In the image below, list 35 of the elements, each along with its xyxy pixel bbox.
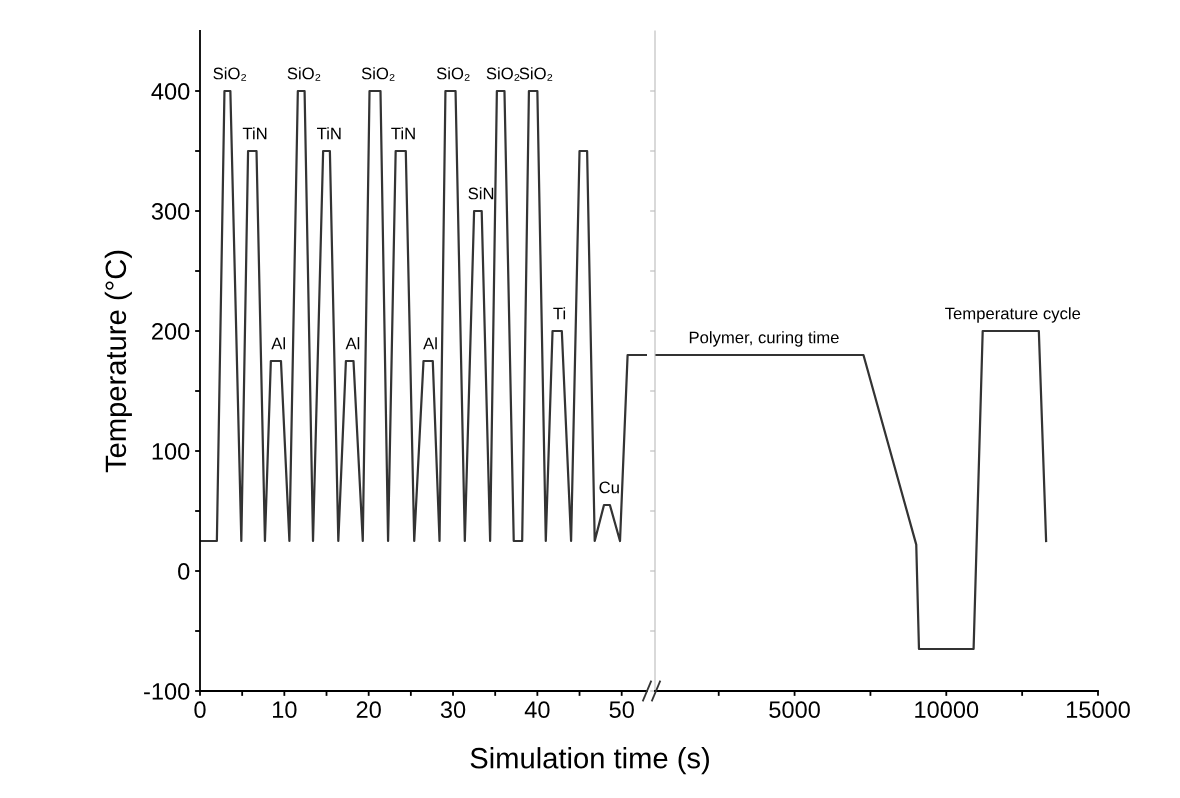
x-tick-label: 40 — [524, 701, 550, 719]
annotation: Al — [271, 337, 285, 350]
annotation: Al — [345, 337, 360, 350]
annotation: TiN — [242, 127, 267, 140]
y-tick-label: -100 — [144, 683, 190, 700]
y-tick-label: 400 — [151, 83, 190, 100]
x-tick-label: 0 — [194, 701, 206, 719]
annotation: TiN — [317, 127, 341, 140]
line-series — [200, 89, 647, 543]
annotation: Temperature cycle — [945, 307, 1081, 323]
annotation: SiO₂ — [436, 67, 470, 81]
annotation: SiO₂ — [361, 67, 395, 81]
x-tick-label: 10 — [273, 701, 297, 719]
y-axis-title: Temperature (°C) — [104, 250, 132, 473]
y-tick-label: 300 — [151, 203, 190, 220]
x-tick-label: 5000 — [769, 701, 820, 719]
y-tick-label: 100 — [152, 443, 190, 460]
x-tick-label: 10000 — [915, 701, 979, 719]
annotation: SiO₂ — [486, 67, 520, 81]
annotation: SiN — [468, 187, 494, 200]
x-tick-label: 30 — [440, 701, 466, 719]
annotation: Cu — [599, 481, 619, 494]
annotation: TiN — [391, 127, 415, 140]
annotation: Al — [423, 337, 437, 350]
annotation: SiO₂ — [213, 67, 247, 81]
annotation: Polymer, curing time — [689, 331, 839, 347]
x-tick-label: 15000 — [1066, 701, 1130, 719]
y-tick-label: 0 — [178, 563, 190, 580]
x-tick-label: 20 — [356, 701, 381, 719]
y-tick-label: 200 — [152, 323, 190, 340]
x-tick-label: 50 — [609, 701, 634, 719]
annotation: Ti — [553, 307, 566, 320]
annotation: SiO₂ — [519, 67, 553, 81]
annotation: SiO₂ — [287, 67, 321, 81]
x-axis-title: Simulation time (s) — [470, 747, 709, 775]
